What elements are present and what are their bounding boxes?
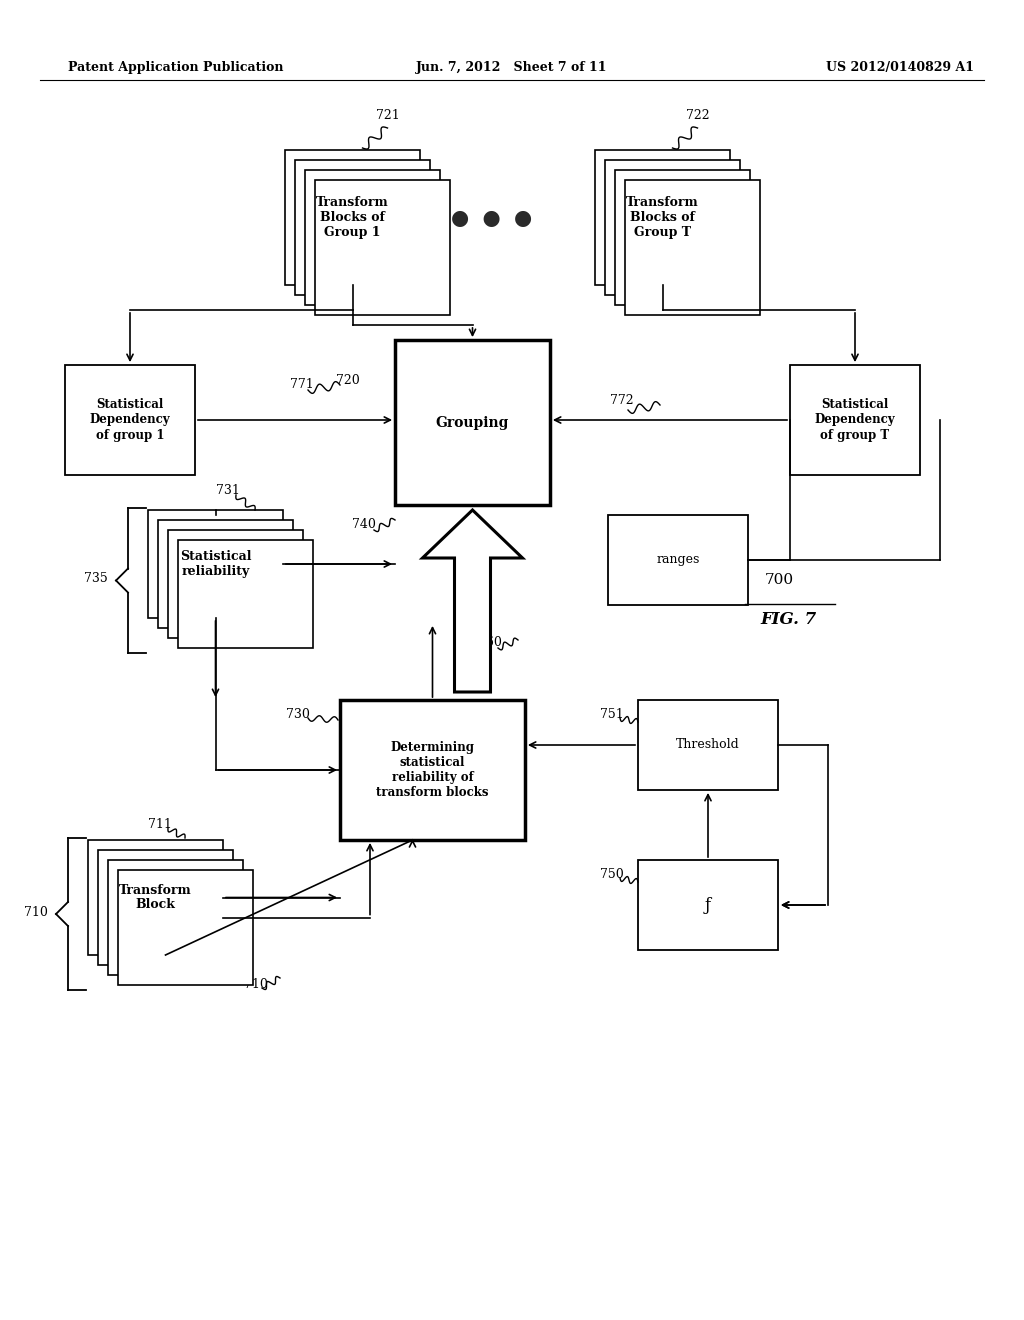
- Text: 700: 700: [765, 573, 795, 587]
- Text: Transform
Blocks of
Group 1: Transform Blocks of Group 1: [316, 195, 389, 239]
- Bar: [605, 160, 740, 294]
- Bar: [88, 840, 223, 954]
- Bar: [638, 700, 778, 789]
- Text: 750: 750: [600, 867, 624, 880]
- Bar: [295, 160, 430, 294]
- Text: Patent Application Publication: Patent Application Publication: [68, 62, 284, 74]
- Text: 731: 731: [216, 483, 240, 496]
- Bar: [790, 366, 920, 475]
- Bar: [305, 170, 440, 305]
- Text: 771: 771: [290, 378, 314, 391]
- Bar: [168, 531, 303, 638]
- Text: 720: 720: [336, 374, 359, 387]
- Text: Transform
Blocks of
Group T: Transform Blocks of Group T: [626, 195, 698, 239]
- Text: 711: 711: [148, 817, 172, 830]
- Bar: [315, 180, 450, 315]
- Bar: [118, 870, 253, 985]
- Bar: [148, 510, 283, 618]
- Bar: [395, 341, 550, 506]
- Bar: [285, 150, 420, 285]
- Bar: [158, 520, 293, 628]
- Text: 730: 730: [286, 708, 310, 721]
- Bar: [178, 540, 313, 648]
- Text: Determining
statistical
reliability of
transform blocks: Determining statistical reliability of t…: [376, 741, 488, 799]
- Text: 710: 710: [244, 978, 268, 990]
- Text: US 2012/0140829 A1: US 2012/0140829 A1: [826, 62, 974, 74]
- Text: 760: 760: [478, 636, 502, 649]
- Bar: [108, 861, 243, 975]
- Bar: [615, 170, 750, 305]
- Text: ●  ●  ●: ● ● ●: [452, 209, 532, 228]
- Bar: [625, 180, 760, 315]
- Text: 721: 721: [376, 110, 399, 121]
- Text: 740: 740: [352, 519, 376, 532]
- Bar: [340, 700, 525, 840]
- Text: Jun. 7, 2012   Sheet 7 of 11: Jun. 7, 2012 Sheet 7 of 11: [416, 62, 608, 74]
- Text: 722: 722: [686, 110, 710, 121]
- Text: 751: 751: [600, 708, 624, 721]
- Text: 772: 772: [610, 393, 634, 407]
- Text: Grouping: Grouping: [436, 416, 509, 429]
- Text: Transform
Block: Transform Block: [119, 883, 191, 912]
- Bar: [595, 150, 730, 285]
- Bar: [608, 515, 748, 605]
- Text: Statistical
reliability: Statistical reliability: [180, 550, 251, 578]
- Text: Statistical
Dependency
of group T: Statistical Dependency of group T: [815, 399, 895, 441]
- Text: ƒ: ƒ: [705, 896, 711, 913]
- Polygon shape: [423, 510, 522, 692]
- Text: Statistical
Dependency
of group 1: Statistical Dependency of group 1: [90, 399, 170, 441]
- Text: 710: 710: [24, 906, 48, 919]
- Bar: [638, 861, 778, 950]
- Bar: [65, 366, 195, 475]
- Text: ranges: ranges: [656, 553, 699, 566]
- Text: Threshold: Threshold: [676, 738, 740, 751]
- Bar: [98, 850, 233, 965]
- Text: FIG. 7: FIG. 7: [760, 611, 816, 628]
- Text: 735: 735: [84, 573, 108, 586]
